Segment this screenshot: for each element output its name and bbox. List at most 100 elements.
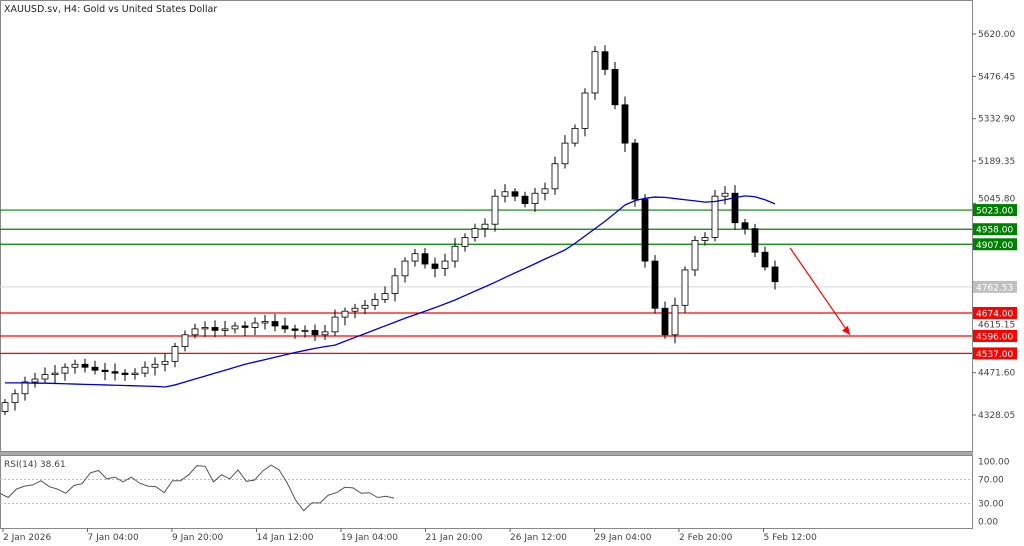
candle-bull xyxy=(571,127,579,144)
candle-bull xyxy=(671,304,679,336)
candle-bull xyxy=(321,331,329,336)
level-badge xyxy=(973,306,1017,319)
current-price-badge xyxy=(973,280,1017,293)
rsi-tick-label: 0.00 xyxy=(978,518,998,528)
candle-bull xyxy=(341,310,349,318)
candle-bull xyxy=(11,393,19,404)
candle-bull xyxy=(221,328,229,331)
price-tick-label: 4471.60 xyxy=(978,369,1015,379)
candle-bull xyxy=(191,328,199,336)
candle-bear xyxy=(121,372,129,376)
candle-bear xyxy=(741,222,749,230)
candle-bull xyxy=(371,299,379,306)
candle-bear xyxy=(761,251,769,268)
candle-bull xyxy=(411,253,419,262)
candle-bear xyxy=(731,192,739,224)
candle-bear xyxy=(641,198,649,262)
candle-bull xyxy=(701,237,709,241)
candle-bear xyxy=(81,363,89,368)
candle-bull xyxy=(141,366,149,374)
level-label: 5023.00 xyxy=(976,207,1013,217)
candle-bull xyxy=(171,346,179,362)
candle-bull xyxy=(131,372,139,376)
candle-bear xyxy=(631,142,639,200)
candle-bear xyxy=(661,307,669,336)
level-badge xyxy=(973,329,1017,342)
level-badge xyxy=(973,347,1017,360)
level-label: 4537.00 xyxy=(976,350,1013,360)
candle-bull xyxy=(51,372,59,376)
level-label: 4596.00 xyxy=(976,332,1013,342)
moving-average-line xyxy=(5,195,776,388)
time-label: 2 Feb 20:00 xyxy=(679,533,733,543)
candle-bull xyxy=(501,191,509,197)
chart-title: XAUUSD.sv, H4: Gold vs United States Dol… xyxy=(4,4,217,15)
candle-bull xyxy=(1,402,9,412)
price-tick-label: 4615.15 xyxy=(978,320,1015,330)
level-badge xyxy=(973,204,1017,217)
candle-bull xyxy=(461,237,469,247)
candle-bear xyxy=(431,263,439,269)
candle-bear xyxy=(211,327,219,331)
candle-bear xyxy=(111,371,119,374)
candle-bear xyxy=(771,266,779,283)
level-label: 4958.00 xyxy=(976,226,1013,236)
candle-bull xyxy=(691,240,699,271)
candle-bull xyxy=(201,327,209,330)
level-badge xyxy=(973,223,1017,236)
candle-bull xyxy=(561,142,569,165)
candle-bull xyxy=(301,329,309,332)
level-badge xyxy=(973,238,1017,251)
candle-bear xyxy=(271,321,279,327)
rsi-tick-label: 30.00 xyxy=(978,500,1004,510)
time-label: 2 Jan 2026 xyxy=(3,533,51,543)
candle-bear xyxy=(601,51,609,70)
level-label: 4907.00 xyxy=(976,241,1013,251)
candle-bull xyxy=(361,304,369,309)
price-tick-label: 5189.35 xyxy=(978,157,1015,167)
candle-bear xyxy=(311,329,319,336)
rsi-line xyxy=(0,464,395,512)
candle-bull xyxy=(251,322,259,328)
time-label: 26 Jan 12:00 xyxy=(510,533,567,543)
candle-bull xyxy=(721,192,729,197)
candle-bull xyxy=(681,269,689,306)
candle-bull xyxy=(71,363,79,368)
time-label: 21 Jan 20:00 xyxy=(426,533,483,543)
candle-bull xyxy=(581,92,589,129)
candle-bull xyxy=(351,307,359,312)
current-price-label: 4762.53 xyxy=(976,283,1013,293)
time-label: 7 Jan 04:00 xyxy=(88,533,140,543)
candle-bull xyxy=(481,223,489,230)
candle-bull xyxy=(531,192,539,204)
candle-bull xyxy=(471,228,479,238)
candle-bear xyxy=(291,328,299,331)
candle-bear xyxy=(511,191,519,197)
candle-bull xyxy=(161,360,169,365)
arrow-line xyxy=(789,247,851,336)
rsi-tick-label: 70.00 xyxy=(978,476,1004,486)
time-label: 29 Jan 04:00 xyxy=(595,533,652,543)
candle-bear xyxy=(421,253,429,265)
time-label: 19 Jan 04:00 xyxy=(341,533,398,543)
candle-bear xyxy=(611,68,619,106)
candle-bull xyxy=(151,363,159,368)
rsi-label: RSI(14) 38.61 xyxy=(4,460,66,470)
candle-bear xyxy=(91,366,99,371)
level-label: 4674.00 xyxy=(976,309,1013,319)
price-tick-label: 5476.45 xyxy=(978,72,1015,82)
candle-bull xyxy=(61,366,69,374)
price-tick-label: 5045.80 xyxy=(978,195,1015,205)
price-tick-label: 5332.90 xyxy=(978,115,1015,125)
rsi-tick-label: 100.00 xyxy=(978,458,1010,468)
candle-bear xyxy=(651,260,659,309)
arrow-head-icon xyxy=(842,325,850,335)
price-tick-label: 5620.00 xyxy=(978,30,1015,40)
price-tick-label: 4328.05 xyxy=(978,411,1015,421)
candle-bear xyxy=(521,195,529,204)
candle-bull xyxy=(441,260,449,269)
candle-bull xyxy=(331,316,339,333)
candle-bull xyxy=(231,325,239,330)
candle-bull xyxy=(31,378,39,383)
